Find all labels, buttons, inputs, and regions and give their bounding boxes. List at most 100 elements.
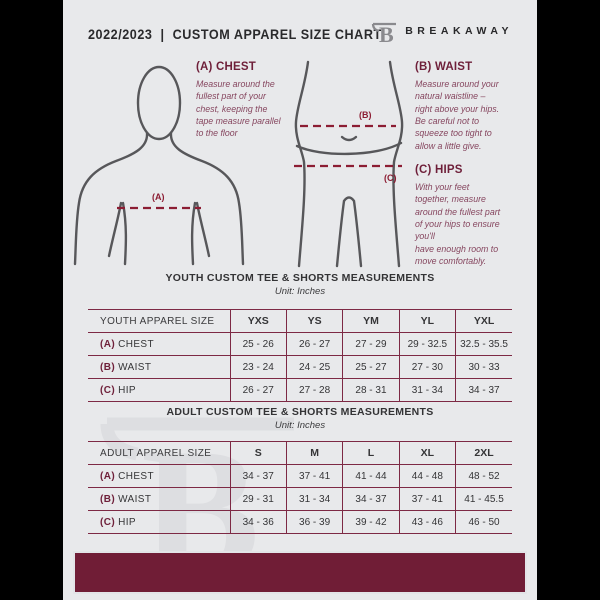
measurement-cell: 27 - 30 bbox=[398, 355, 456, 379]
size-col-header: L bbox=[342, 441, 400, 465]
hips-body-text: With your feet together, measure around … bbox=[415, 182, 501, 266]
measurement-cell: 23 - 24 bbox=[229, 355, 287, 379]
measurement-cell: 37 - 41 bbox=[285, 464, 343, 488]
measurement-cell: 44 - 48 bbox=[398, 464, 456, 488]
row-label: CHEST bbox=[118, 470, 154, 482]
chest-line-label: (A) bbox=[152, 192, 165, 202]
row-label: WAIST bbox=[118, 493, 152, 505]
brand-name: BREAKAWAY bbox=[405, 25, 513, 37]
size-col-header: YS bbox=[285, 309, 343, 333]
size-col-header: S bbox=[229, 441, 287, 465]
row-label-cell: (A) CHEST bbox=[88, 332, 230, 356]
chest-heading: (A) CHEST bbox=[196, 61, 256, 73]
size-col-header: M bbox=[285, 441, 343, 465]
table-row: (B) WAIST 23 - 24 24 - 25 25 - 27 27 - 30… bbox=[88, 355, 512, 379]
youth-table-unit: Unit: Inches bbox=[274, 286, 326, 297]
hips-instructions: (C) HIPS With your feet together, measur… bbox=[415, 164, 535, 267]
waist-line-label: (B) bbox=[359, 110, 372, 120]
measurement-cell: 46 - 50 bbox=[455, 510, 512, 534]
size-col-header: XL bbox=[398, 441, 456, 465]
row-label-cell: (C) HIP bbox=[88, 510, 230, 534]
hips-line-label: (C) bbox=[384, 173, 397, 183]
measurement-cell: 34 - 37 bbox=[455, 378, 512, 402]
measurement-cell: 30 - 33 bbox=[455, 355, 512, 379]
table-row: (A) CHEST 25 - 26 26 - 27 27 - 29 29 - 32… bbox=[88, 332, 512, 356]
row-prefix: (A) bbox=[100, 338, 116, 350]
measurement-cell: 34 - 37 bbox=[229, 464, 287, 488]
adult-table-title: ADULT CUSTOM TEE & SHORTS MEASUREMENTS bbox=[166, 406, 434, 418]
right-hip-leg-outline bbox=[388, 60, 404, 268]
head-outline bbox=[136, 65, 182, 141]
measurement-cell: 39 - 42 bbox=[342, 510, 400, 534]
left-hip-leg-outline bbox=[294, 60, 310, 268]
row-prefix: (C) bbox=[100, 516, 116, 528]
youth-size-header-cell: YOUTH APPAREL SIZE bbox=[88, 309, 230, 333]
chest-body-text: Measure around the fullest part of your … bbox=[196, 79, 281, 139]
page-title: 2022/2023 | CUSTOM APPAREL SIZE CHART bbox=[88, 26, 382, 42]
waist-body-text: Measure around your natural waistline – … bbox=[415, 79, 500, 151]
measurement-cell: 48 - 52 bbox=[455, 464, 512, 488]
waist-heading: (B) WAIST bbox=[415, 61, 473, 73]
measurement-cell: 24 - 25 bbox=[285, 355, 343, 379]
breakaway-logo-icon: B bbox=[372, 22, 397, 45]
size-col-header: 2XL bbox=[455, 441, 512, 465]
chest-instructions: (A) CHEST Measure around the fullest par… bbox=[196, 61, 302, 140]
measurement-cell: 32.5 - 35.5 bbox=[455, 332, 512, 356]
navel-mark bbox=[340, 135, 358, 142]
row-prefix: (B) bbox=[100, 493, 116, 505]
table-row: (C) HIP 34 - 36 36 - 39 39 - 42 43 - 46 4… bbox=[88, 510, 512, 534]
measurement-cell: 25 - 27 bbox=[342, 355, 400, 379]
left-shoulder-arm-outline bbox=[73, 131, 149, 266]
waist-instructions: (B) WAIST Measure around your natural wa… bbox=[415, 61, 535, 152]
row-label: WAIST bbox=[118, 361, 152, 373]
measurement-cell: 28 - 31 bbox=[342, 378, 400, 402]
brand-lockup: B BREAKAWAY bbox=[371, 17, 513, 45]
footer-accent-bar bbox=[73, 551, 527, 594]
measurement-cell: 34 - 36 bbox=[229, 510, 287, 534]
row-prefix: (A) bbox=[100, 470, 116, 482]
measurement-cell: 29 - 32.5 bbox=[398, 332, 456, 356]
hip-curve bbox=[295, 141, 403, 156]
measurement-cell: 31 - 34 bbox=[285, 487, 343, 511]
left-armpit-lines bbox=[107, 201, 128, 266]
measurement-cell: 36 - 39 bbox=[285, 510, 343, 534]
inner-leg-lines bbox=[335, 196, 363, 268]
measurement-cell: 31 - 34 bbox=[398, 378, 456, 402]
adult-size-table: ADULT APPAREL SIZE S M L XL 2XL (A) CHEST… bbox=[88, 441, 512, 534]
table-row: (A) CHEST 34 - 37 37 - 41 41 - 44 44 - 48… bbox=[88, 464, 512, 488]
adult-header-row: ADULT APPAREL SIZE S M L XL 2XL bbox=[88, 441, 512, 465]
table-row: (C) HIP 26 - 27 27 - 28 28 - 31 31 - 34 3… bbox=[88, 378, 512, 402]
adult-section-header: ADULT CUSTOM TEE & SHORTS MEASUREMENTS U… bbox=[63, 406, 537, 431]
measurement-cell: 26 - 27 bbox=[229, 378, 287, 402]
adult-table-unit: Unit: Inches bbox=[274, 420, 326, 431]
measurement-cell: 34 - 37 bbox=[342, 487, 400, 511]
row-label: HIP bbox=[118, 384, 136, 396]
measurement-cell: 43 - 46 bbox=[398, 510, 456, 534]
size-chart-page: B 2022/2023 | CUSTOM APPAREL SIZE CHART … bbox=[63, 0, 537, 600]
measurement-cell: 37 - 41 bbox=[398, 487, 456, 511]
measurement-cell: 29 - 31 bbox=[229, 487, 287, 511]
adult-size-header-cell: ADULT APPAREL SIZE bbox=[88, 441, 230, 465]
size-col-header: YXS bbox=[229, 309, 287, 333]
size-col-header: YM bbox=[342, 309, 400, 333]
row-label: HIP bbox=[118, 516, 136, 528]
row-prefix: (B) bbox=[100, 361, 116, 373]
youth-section-header: YOUTH CUSTOM TEE & SHORTS MEASUREMENTS U… bbox=[63, 272, 537, 297]
measurement-cell: 25 - 26 bbox=[229, 332, 287, 356]
right-armpit-lines bbox=[190, 201, 211, 266]
hips-heading: (C) HIPS bbox=[415, 164, 463, 176]
size-col-header: YXL bbox=[455, 309, 512, 333]
table-row: (B) WAIST 29 - 31 31 - 34 34 - 37 37 - 41… bbox=[88, 487, 512, 511]
measurement-cell: 26 - 27 bbox=[285, 332, 343, 356]
youth-header-row: YOUTH APPAREL SIZE YXS YS YM YL YXL bbox=[88, 309, 512, 333]
youth-size-table: YOUTH APPAREL SIZE YXS YS YM YL YXL (A) C… bbox=[88, 309, 512, 402]
svg-text:B: B bbox=[379, 22, 394, 45]
row-prefix: (C) bbox=[100, 384, 116, 396]
row-label: CHEST bbox=[118, 338, 154, 350]
right-shoulder-arm-outline bbox=[169, 131, 245, 266]
youth-table-title: YOUTH CUSTOM TEE & SHORTS MEASUREMENTS bbox=[165, 272, 435, 284]
lower-body-diagram: (B) (C) bbox=[294, 60, 404, 268]
row-label-cell: (C) HIP bbox=[88, 378, 230, 402]
torso-diagram: (A) bbox=[73, 65, 245, 266]
measurement-cell: 27 - 28 bbox=[285, 378, 343, 402]
